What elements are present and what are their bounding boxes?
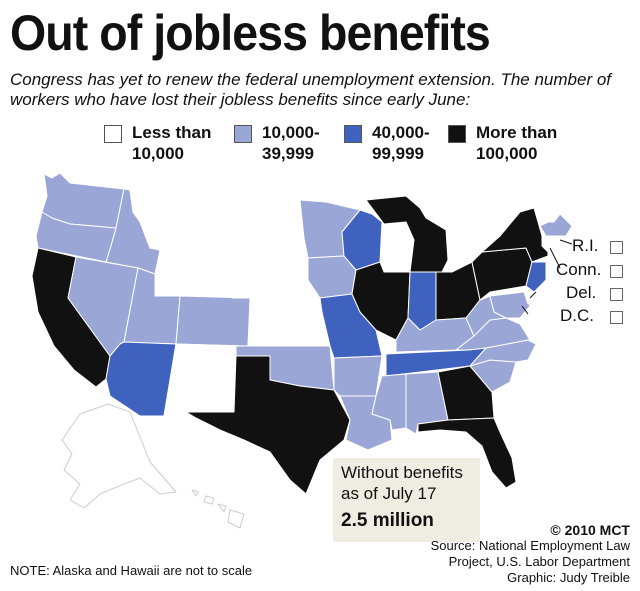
state-AK [61,403,177,509]
state-HI [191,489,245,529]
legend-swatch-tier1 [104,125,122,143]
legend-label-line1: More than [476,123,558,142]
subtitle: Congress has yet to renew the federal un… [10,70,612,109]
state-WI [341,209,383,271]
state-CO [175,295,251,347]
leader-conn [549,247,561,269]
copyright: © 2010 MCT [550,522,630,538]
note: NOTE: Alaska and Hawaii are not to scale [10,563,253,578]
state-SD [231,235,309,281]
state-GA [437,365,495,421]
legend-label-line2: 100,000 [476,144,538,163]
callout-line2: as of July 17 [341,484,437,503]
callout-line1: Without benefits [341,463,463,482]
state-NM [163,343,237,417]
state-DE [523,291,535,305]
state-CT [541,235,557,253]
legend-item-tier1: Less than 10,000 [104,122,232,164]
swatch-conn [610,265,623,278]
leader-del [529,291,537,299]
state-TX [185,355,351,495]
swatch-ri [610,241,623,254]
legend-label-line1: Less than [132,123,212,142]
source-line2: Project, U.S. Labor Department [448,554,630,569]
legend-label-line1: 40,000- [372,123,430,142]
legend: Less than 10,000 10,000- 39,999 40,000- … [0,122,640,172]
state-ND [233,197,305,239]
state-WY [154,244,235,299]
state-NJ [525,261,547,293]
state-IN [407,271,437,331]
legend-item-tier2: 10,000- 39,999 [234,122,362,164]
swatch-dc [610,311,623,324]
leader-ri [559,239,573,245]
legend-swatch-tier3 [344,125,362,143]
graphic-credit: Graphic: Judy Treible [507,570,630,585]
legend-label-line2: 39,999 [262,144,314,163]
state-FL [417,417,517,489]
legend-swatch-tier2 [234,125,252,143]
legend-item-tier3: 40,000- 99,999 [344,122,472,164]
leader-dc [521,305,529,315]
label-del: Del. [566,283,597,302]
callout-total: 2.5 million [341,510,434,531]
swatch-del [610,288,623,301]
state-KS [247,311,331,347]
state-RI [555,235,563,249]
legend-item-tier4: More than 100,000 [448,122,576,164]
legend-label-line2: 10,000 [132,144,184,163]
legend-label-line1: 10,000- [262,123,320,142]
us-map [31,159,591,529]
label-dc: D.C. [560,306,594,325]
page-title: Out of jobless benefits [10,5,491,61]
credit-block: © 2010 MCT Source: National Employment L… [431,522,630,586]
source-line1: Source: National Employment Law [430,538,630,553]
state-AR [333,355,383,397]
state-MI [365,195,449,273]
legend-swatch-tier4 [448,125,466,143]
label-ri: R.I. [572,236,599,255]
state-ME [551,159,591,215]
label-conn: Conn. [556,260,602,279]
total-callout: Without benefits as of July 17 2.5 milli… [333,458,480,542]
legend-label-line2: 99,999 [372,144,424,163]
